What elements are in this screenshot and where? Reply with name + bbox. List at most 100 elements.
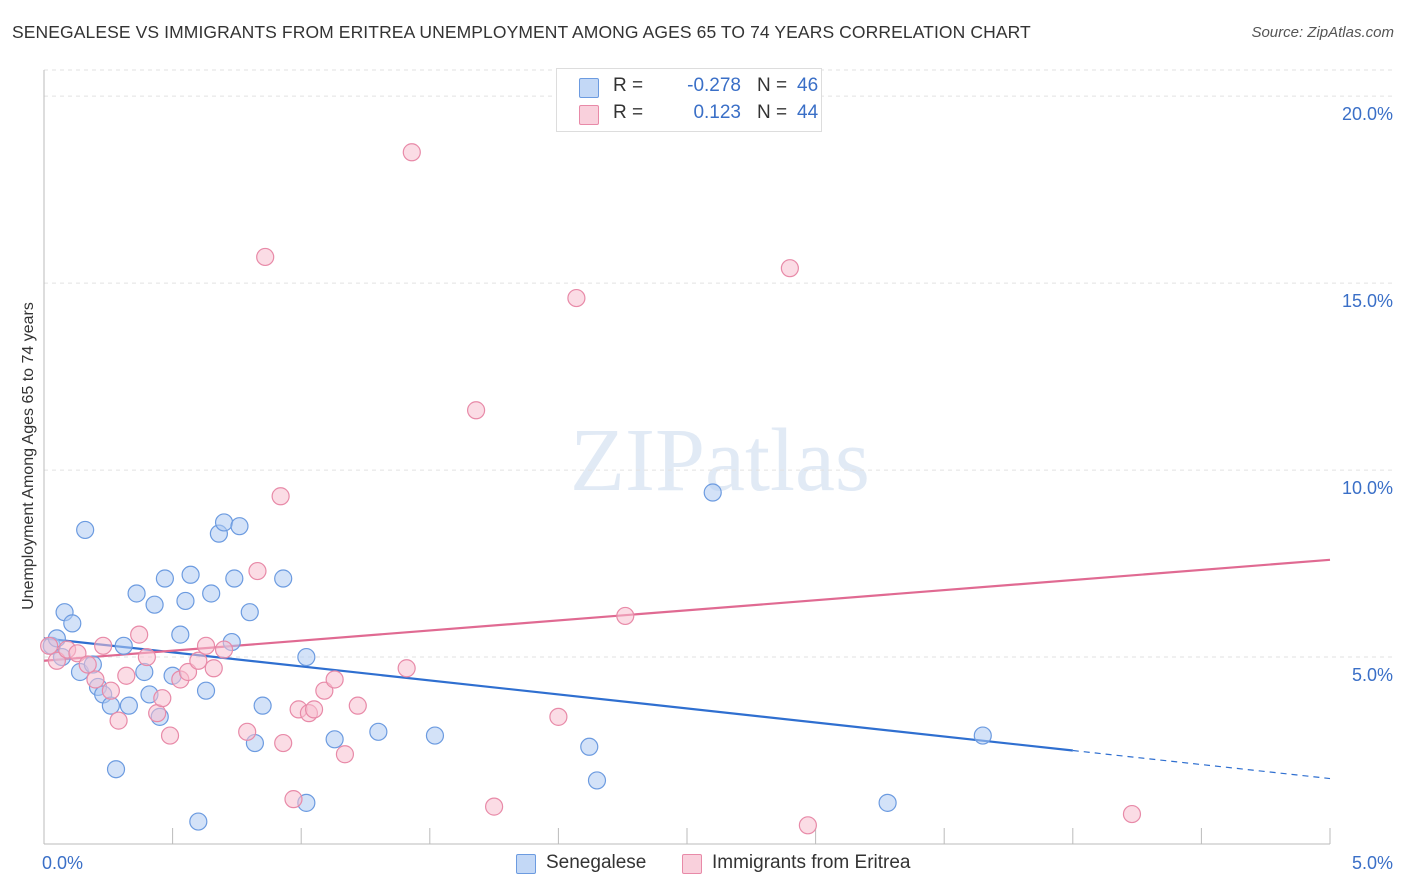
eritrea-point [160,726,180,745]
data-points [40,143,1142,835]
eritrea-point [248,561,267,581]
eritrea-point [798,816,817,835]
legend-n-value: 46 [797,75,819,96]
eritrea-point [153,689,172,708]
eritrea-point [1122,804,1142,824]
chart-title: SENEGALESE VS IMMIGRANTS FROM ERITREA UN… [12,22,1031,42]
senegalese-point [297,647,316,667]
chart-source: Source: ZipAtlas.com [1251,24,1394,41]
eritrea-point [485,797,504,816]
bottom-legend-label: Senegalese [546,852,647,873]
eritrea-trend-line [43,558,1331,662]
senegalese-point [63,614,82,633]
senegalese-trend-line [43,637,1073,752]
trend-lines [43,558,1331,780]
senegalese-point [878,793,897,812]
eritrea-point [130,625,149,644]
senegalese-point [181,565,200,584]
eritrea-point [109,711,128,730]
eritrea-point [101,681,120,700]
eritrea-point [256,247,275,267]
legend-n-label: N = [757,75,788,96]
eritrea-point [348,696,367,715]
senegalese-point [230,517,249,536]
senegalese-point [202,584,221,603]
eritrea-point [68,644,87,663]
senegalese-point [274,569,293,588]
bottom-legend-label: Immigrants from Eritrea [712,852,911,873]
eritrea-point [271,487,290,506]
senegalese-point [369,722,388,741]
eritrea-point [315,681,334,700]
senegalese-point [240,603,259,622]
eritrea-point [402,143,421,162]
senegalese-point [587,771,607,790]
senegalese-point [114,636,133,655]
senegalese-point [325,730,344,749]
senegalese-point [127,584,146,603]
y-tick-label: 20.0% [1342,104,1393,124]
eritrea-point [274,733,293,753]
senegalese-point [155,569,174,588]
eritrea-point [325,670,344,689]
eritrea-point [780,259,799,278]
bottom-legend-swatch-senegalese [516,854,536,874]
tick-labels: 5.0% 10.0% 15.0% 20.0% 0.0% 5.0% [42,104,1393,873]
correlation-legend: R = -0.278 N = 46 R = 0.123 N = 44 [556,68,822,132]
legend-r-label: R = [613,75,644,96]
legend-r-label: R = [613,102,644,123]
eritrea-point [397,659,416,678]
senegalese-trend-line-extension [1072,749,1331,780]
senegalese-point [106,760,126,779]
eritrea-point [214,640,234,659]
y-tick-label: 5.0% [1352,665,1393,685]
senegalese-point [214,513,234,532]
eritrea-point [78,655,97,674]
eritrea-point [196,636,216,655]
senegalese-point [76,520,95,540]
eritrea-point [304,700,324,719]
senegalese-point [703,483,722,502]
senegalese-point [171,625,190,644]
legend-n-value: 44 [797,102,819,123]
y-tick-label: 15.0% [1342,291,1393,311]
legend-swatch-senegalese [579,78,599,98]
x-tick-label: 5.0% [1352,853,1393,873]
eritrea-point [137,647,156,667]
senegalese-point [225,569,244,588]
eritrea-point [86,670,105,689]
senegalese-point [176,591,195,611]
senegalese-point [253,696,272,715]
eritrea-point [117,666,136,685]
grid-lines [44,69,1392,658]
eritrea-point [616,606,635,626]
y-tick-label: 10.0% [1342,478,1393,498]
eritrea-point [40,636,59,655]
bottom-legend-swatch-eritrea [682,854,702,874]
eritrea-point [204,659,223,678]
axes [43,70,1331,845]
eritrea-point [335,745,355,764]
eritrea-point [47,651,66,670]
senegalese-point [580,737,599,756]
legend-n-label: N = [757,102,788,123]
legend-r-value: -0.278 [687,75,741,96]
senegalese-point [973,726,992,745]
x-tick-label: 0.0% [42,853,83,873]
eritrea-point [94,636,113,655]
eritrea-point [466,401,486,420]
senegalese-point [425,726,445,745]
legend-r-value: 0.123 [693,102,741,123]
eritrea-point [549,707,568,726]
senegalese-point [135,662,154,682]
senegalese-point [196,681,216,700]
eritrea-point [567,288,586,308]
senegalese-point [145,595,164,614]
eritrea-point [178,662,198,682]
senegalese-point [119,696,138,715]
eritrea-point [284,790,303,809]
senegalese-point [189,812,208,831]
eritrea-point [189,651,208,670]
legend-swatch-eritrea [579,105,599,125]
